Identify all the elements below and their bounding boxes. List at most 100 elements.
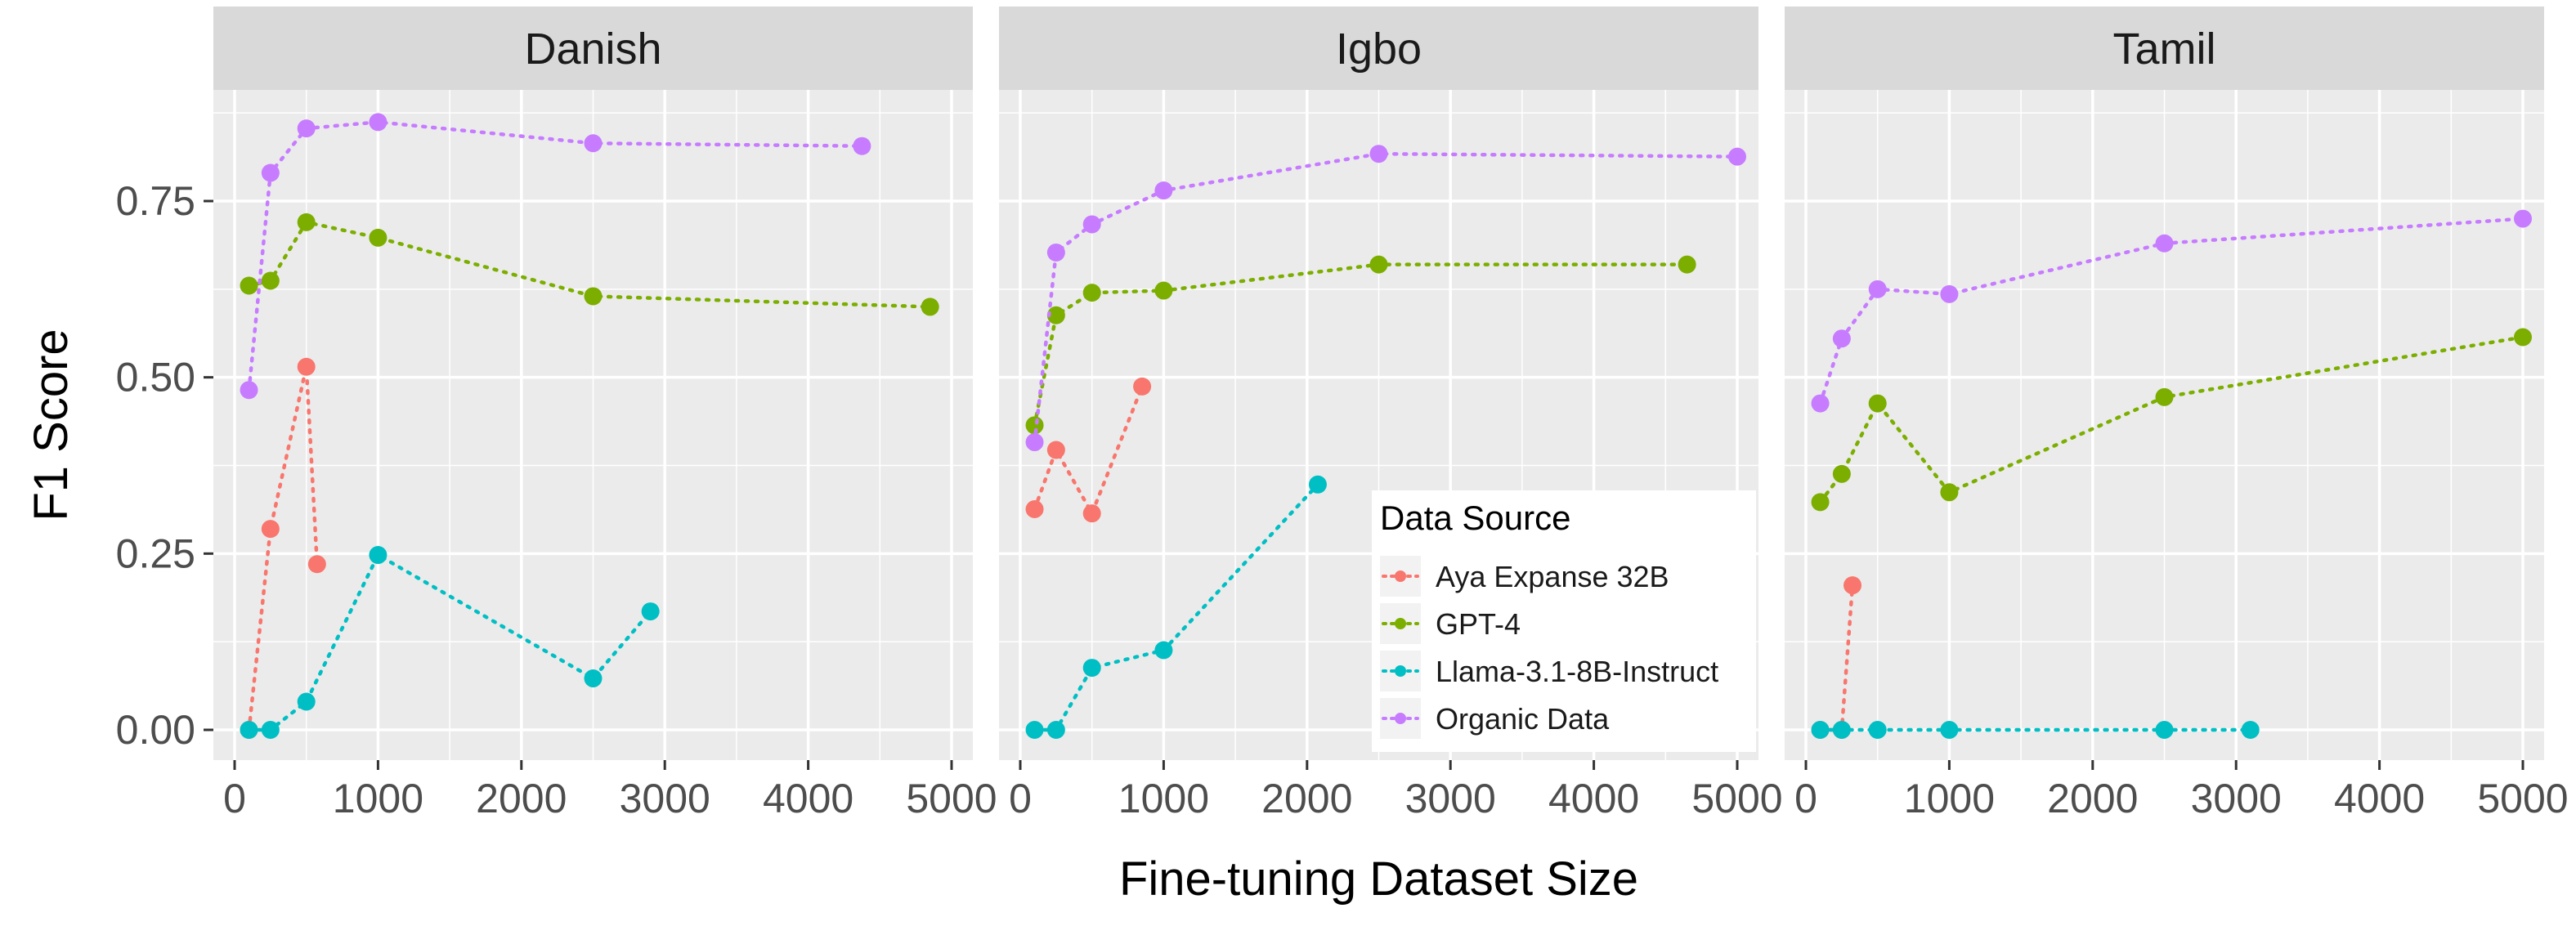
- x-tick-label: 3000: [620, 776, 710, 821]
- x-tick-label: 2000: [476, 776, 567, 821]
- x-tick-label: 4000: [1548, 776, 1639, 821]
- facet-title-igbo: Igbo: [1336, 25, 1422, 74]
- x-tick-label: 4000: [763, 776, 853, 821]
- data-point-organic-data: [1728, 147, 1746, 166]
- data-point-gpt-4: [1678, 255, 1696, 274]
- x-tick-label: 0: [1009, 776, 1032, 821]
- data-point-aya-expanse-32b: [307, 555, 326, 574]
- data-point-gpt-4: [921, 298, 939, 316]
- data-point-organic-data: [261, 163, 280, 182]
- data-point-organic-data: [1940, 284, 1959, 303]
- data-point-llama-3-1-8b-instruct: [1046, 721, 1065, 739]
- data-point-gpt-4: [1025, 416, 1044, 435]
- data-point-organic-data: [1369, 145, 1388, 163]
- y-axis-title: F1 Score: [25, 329, 78, 521]
- data-point-gpt-4: [1046, 306, 1065, 324]
- facet-title-danish: Danish: [524, 25, 661, 74]
- series-line-organic-data: [247, 120, 864, 392]
- series-aya-expanse-32b-igbo: [1025, 377, 1152, 523]
- facet-danish: Danish 0 1000 2000 3000 4000 5000 0.00 0.25 0.50 0…: [116, 7, 997, 821]
- data-point-llama-3-1-8b-instruct: [240, 721, 258, 739]
- data-point-organic-data: [584, 134, 603, 153]
- data-point-organic-data: [240, 381, 258, 400]
- data-point-aya-expanse-32b: [1082, 504, 1101, 523]
- y-tick-label: 0.25: [116, 530, 195, 576]
- series-line-aya-expanse-32b: [247, 366, 320, 732]
- facet-title-tamil: Tamil: [2112, 25, 2215, 74]
- data-point-organic-data: [1082, 215, 1101, 234]
- data-point-aya-expanse-32b: [1844, 576, 1862, 595]
- legend-key-point-llama-3-1-8b-instruct: [1395, 665, 1406, 677]
- data-point-organic-data: [297, 119, 316, 138]
- legend-key-point-gpt-4: [1395, 618, 1406, 629]
- series-llama-3-1-8b-instruct-danish: [240, 546, 660, 739]
- x-tick-label: 3000: [1405, 776, 1496, 821]
- y-tick-label: 0.00: [116, 707, 195, 753]
- data-point-organic-data: [1832, 329, 1851, 348]
- legend-title: Data Source: [1380, 499, 1570, 537]
- data-point-gpt-4: [2155, 387, 2174, 406]
- data-point-gpt-4: [1868, 394, 1887, 413]
- y-tick-label: 0.50: [116, 355, 195, 400]
- data-point-llama-3-1-8b-instruct: [297, 692, 316, 711]
- data-point-organic-data: [1868, 280, 1887, 298]
- data-point-llama-3-1-8b-instruct: [1025, 721, 1044, 739]
- data-point-gpt-4: [1082, 284, 1101, 302]
- series-llama-3-1-8b-instruct-igbo: [1025, 475, 1327, 739]
- data-point-llama-3-1-8b-instruct: [369, 546, 388, 565]
- legend-label-aya-expanse-32b: Aya Expanse 32B: [1436, 560, 1669, 593]
- facet-strip-danish: [213, 7, 973, 90]
- data-point-llama-3-1-8b-instruct: [261, 721, 280, 739]
- series-line-organic-data: [1033, 151, 1740, 445]
- data-point-gpt-4: [1940, 483, 1959, 502]
- legend-label-organic-data: Organic Data: [1436, 702, 1610, 736]
- data-point-organic-data: [2514, 209, 2532, 228]
- x-tick-label: 1000: [1118, 776, 1209, 821]
- data-point-llama-3-1-8b-instruct: [1308, 475, 1327, 494]
- legend: Data Source Aya Expanse 32B GPT-4 Llama-3.1…: [1372, 490, 1756, 752]
- x-tick-label: 4000: [2334, 776, 2425, 821]
- data-point-gpt-4: [584, 287, 603, 306]
- data-point-llama-3-1-8b-instruct: [1082, 659, 1101, 678]
- data-point-organic-data: [1025, 433, 1044, 452]
- data-point-llama-3-1-8b-instruct: [1811, 721, 1830, 739]
- legend-label-gpt-4: GPT-4: [1436, 607, 1521, 641]
- series-gpt-4-danish: [240, 213, 939, 316]
- data-point-gpt-4: [1369, 255, 1388, 274]
- series-line-organic-data: [1818, 217, 2525, 405]
- data-point-gpt-4: [1154, 281, 1173, 300]
- data-point-gpt-4: [1832, 464, 1851, 483]
- data-point-organic-data: [1154, 181, 1173, 200]
- data-point-organic-data: [1046, 243, 1065, 262]
- x-tick-label: 5000: [2477, 776, 2568, 821]
- data-point-organic-data: [1811, 394, 1830, 413]
- data-point-llama-3-1-8b-instruct: [2241, 721, 2260, 739]
- data-point-llama-3-1-8b-instruct: [2155, 721, 2174, 739]
- data-point-aya-expanse-32b: [261, 520, 280, 539]
- facet-strip-igbo: [999, 7, 1758, 90]
- data-point-llama-3-1-8b-instruct: [1868, 721, 1887, 739]
- facet-panels: Danish 0 1000 2000 3000 4000 5000 0.00 0.25 0.50 0…: [116, 7, 2569, 821]
- x-tick-label: 1000: [333, 776, 423, 821]
- series-organic-data-danish: [240, 113, 871, 400]
- y-tick-label: 0.75: [116, 178, 195, 224]
- series-line-aya-expanse-32b: [1033, 384, 1145, 518]
- legend-background: [1372, 490, 1756, 752]
- data-point-llama-3-1-8b-instruct: [641, 602, 660, 621]
- data-point-llama-3-1-8b-instruct: [1940, 721, 1959, 739]
- data-point-organic-data: [369, 113, 388, 132]
- legend-key-point-aya-expanse-32b: [1395, 570, 1406, 582]
- x-tick-label: 2000: [2047, 776, 2138, 821]
- data-point-gpt-4: [2514, 328, 2532, 347]
- x-tick-label: 0: [223, 776, 246, 821]
- series-organic-data-tamil: [1811, 209, 2532, 413]
- data-point-gpt-4: [1811, 493, 1830, 512]
- x-tick-label: 3000: [2191, 776, 2282, 821]
- series-organic-data-igbo: [1025, 145, 1746, 452]
- data-point-llama-3-1-8b-instruct: [1154, 641, 1173, 660]
- series-line-gpt-4: [1033, 262, 1689, 427]
- data-point-gpt-4: [240, 276, 258, 295]
- data-point-organic-data: [853, 136, 871, 155]
- x-tick-label: 5000: [1691, 776, 1782, 821]
